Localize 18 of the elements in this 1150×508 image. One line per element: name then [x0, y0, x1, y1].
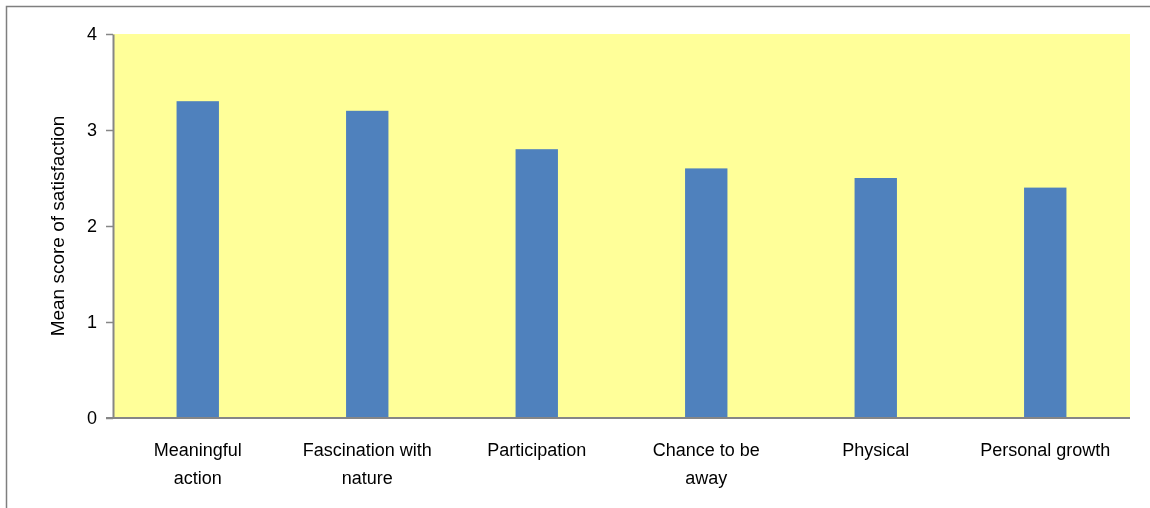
x-tick-label: Participation: [487, 440, 587, 460]
bar: [346, 110, 389, 418]
x-tick-label: Personal growth: [980, 440, 1111, 460]
bar: [854, 178, 897, 418]
y-axis-title: Mean score of satisfaction: [47, 115, 68, 337]
x-tick-label: Chance to be away: [652, 440, 760, 488]
y-tick-label: 4: [86, 24, 97, 45]
y-tick-label: 2: [86, 216, 97, 237]
bar: [176, 101, 219, 418]
y-tick-label: 1: [86, 312, 97, 333]
bar: [1024, 187, 1067, 418]
bar: [685, 168, 728, 418]
x-tick-label: Physical: [842, 440, 910, 460]
x-tick-label: Meaningful action: [153, 440, 242, 488]
y-tick-label: 0: [86, 408, 97, 429]
y-tick-label: 3: [86, 120, 97, 141]
x-tick-label: Fascination with nature: [302, 440, 432, 488]
bar: [515, 149, 558, 418]
